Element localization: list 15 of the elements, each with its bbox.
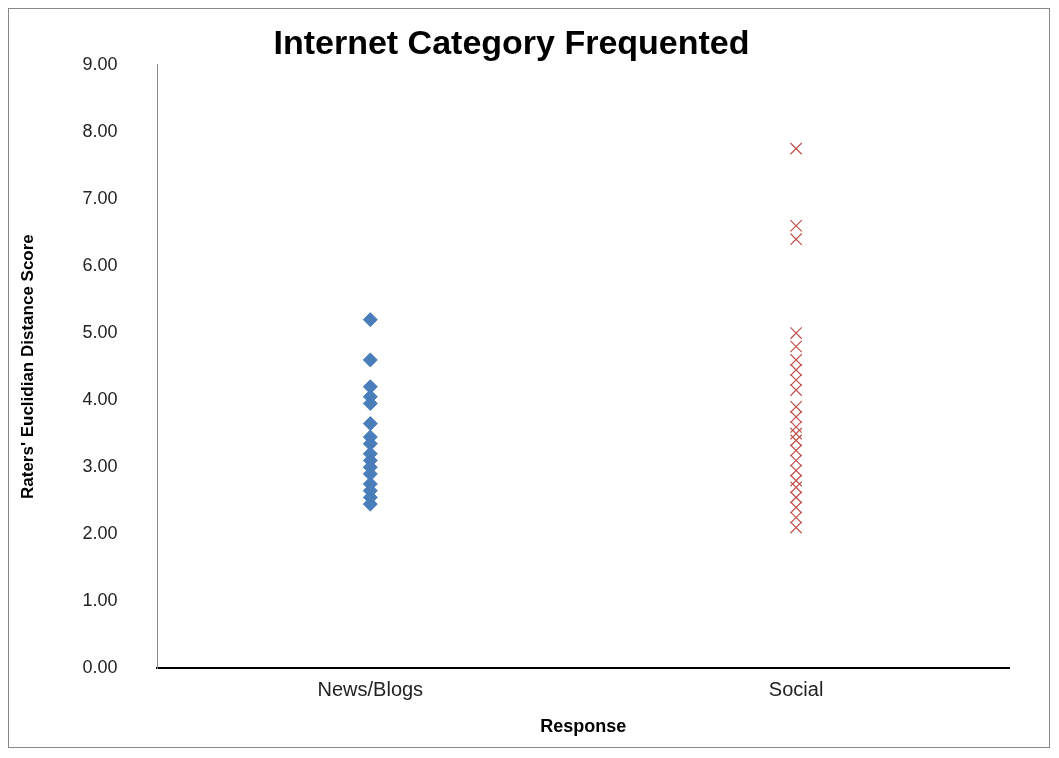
y-axis-title: Raters' Euclidian Distance Score xyxy=(17,234,37,500)
y-tick-label: 8.00 xyxy=(82,120,118,141)
y-tick-label: 3.00 xyxy=(82,456,118,477)
y-tick-label: 5.00 xyxy=(82,322,118,343)
y-tick-label: 0.00 xyxy=(82,657,118,678)
y-tick-label: 1.00 xyxy=(82,590,118,611)
y-tick-label: 9.00 xyxy=(82,53,118,74)
y-tick-label: 7.00 xyxy=(82,187,118,208)
x-tick-label: News/Blogs xyxy=(317,677,424,700)
y-tick-label: 4.00 xyxy=(82,389,118,410)
y-tick-label: 6.00 xyxy=(82,254,118,275)
y-tick-label: 2.00 xyxy=(82,523,118,544)
chart-title: Internet Category Frequented xyxy=(273,22,750,61)
x-axis-title: Response xyxy=(540,716,627,737)
x-tick-label: Social xyxy=(768,677,824,700)
